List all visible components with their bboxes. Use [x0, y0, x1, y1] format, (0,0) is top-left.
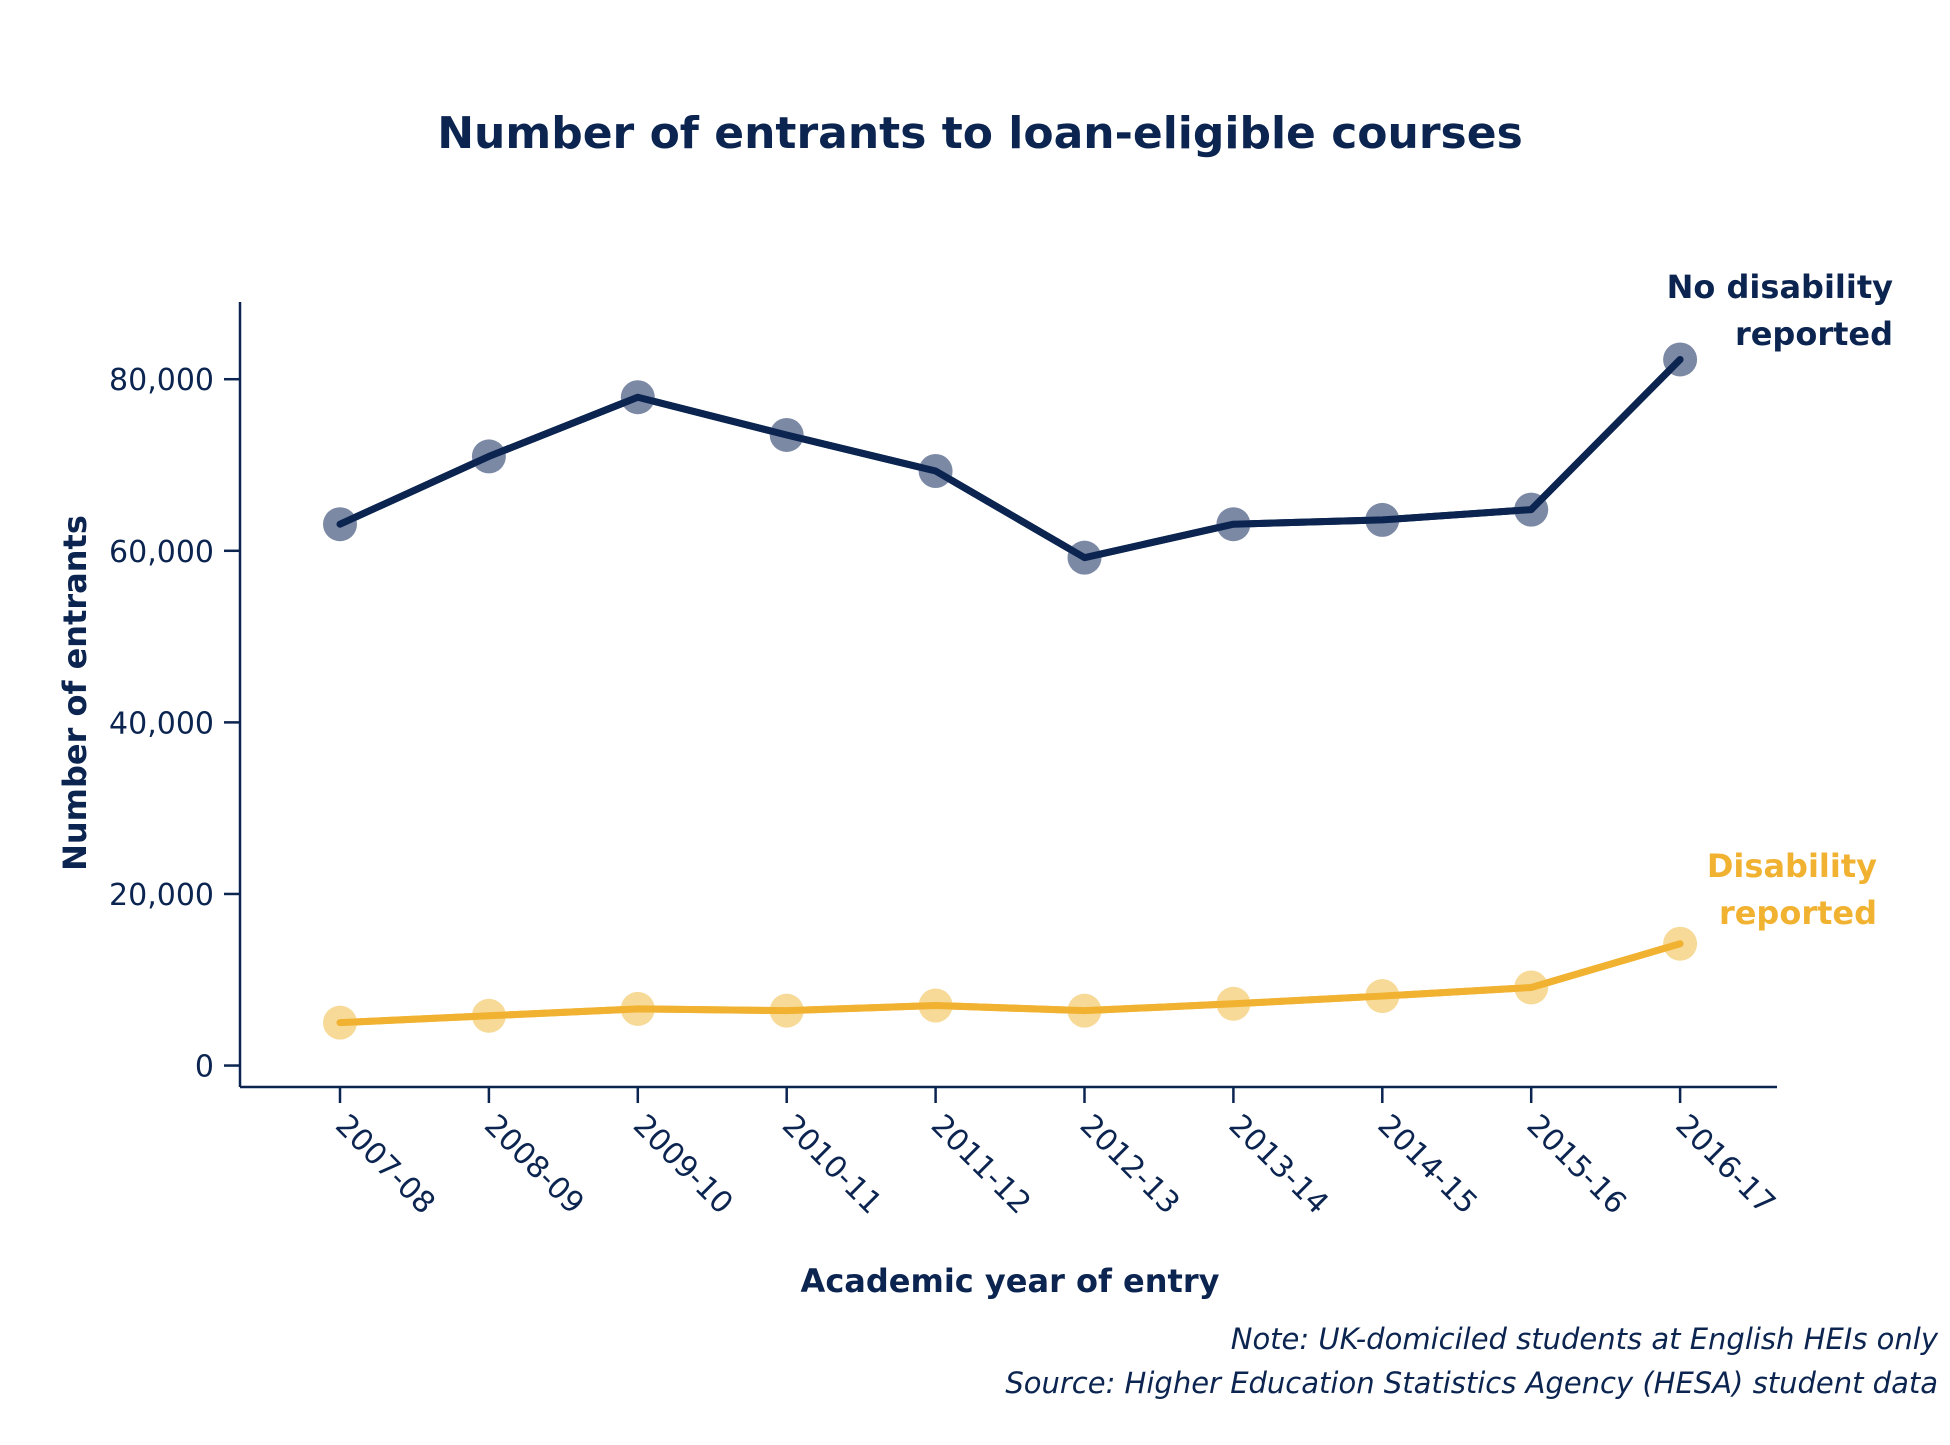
note-text: Note: UK-domiciled students at English H… [1231, 1322, 1939, 1356]
x-tick-label: 2011-12 [924, 1108, 1037, 1221]
text-layer: Number of entrants to loan-eligible cour… [56, 108, 1939, 1400]
source-text: Source: Higher Education Statistics Agen… [1005, 1366, 1938, 1400]
x-tick-label: 2008-09 [477, 1108, 590, 1221]
series-0 [323, 342, 1698, 575]
series-line-overlay [336, 355, 1684, 562]
series-label: reported [1719, 894, 1877, 932]
series-line-overlay [336, 940, 1684, 1027]
series-1 [323, 926, 1698, 1040]
series-layer [323, 342, 1698, 1040]
y-axis-label: Number of entrants [56, 515, 94, 871]
x-axis-label: Academic year of entry [801, 1262, 1220, 1300]
x-tick-label: 2012-13 [1073, 1108, 1186, 1221]
series-label: No disability [1667, 268, 1894, 306]
x-tick-label: 2007-08 [328, 1108, 441, 1221]
x-tick-label: 2010-11 [775, 1108, 888, 1221]
series-label: Disability [1707, 847, 1877, 885]
x-tick-label: 2016-17 [1668, 1108, 1781, 1221]
x-tick-label: 2015-16 [1520, 1108, 1633, 1221]
chart-title: Number of entrants to loan-eligible cour… [437, 108, 1523, 159]
y-tick-label: 40,000 [109, 706, 214, 741]
x-tick-label: 2013-14 [1222, 1108, 1335, 1221]
series-label: reported [1735, 315, 1893, 353]
y-tick-label: 60,000 [109, 535, 214, 570]
y-tick-label: 0 [195, 1050, 214, 1085]
x-tick-label: 2009-10 [626, 1108, 739, 1221]
x-tick-label: 2014-15 [1371, 1108, 1484, 1221]
y-tick-label: 80,000 [109, 363, 214, 398]
y-tick-label: 20,000 [109, 878, 214, 913]
axes-layer [224, 302, 1777, 1103]
series-line [336, 355, 1684, 562]
